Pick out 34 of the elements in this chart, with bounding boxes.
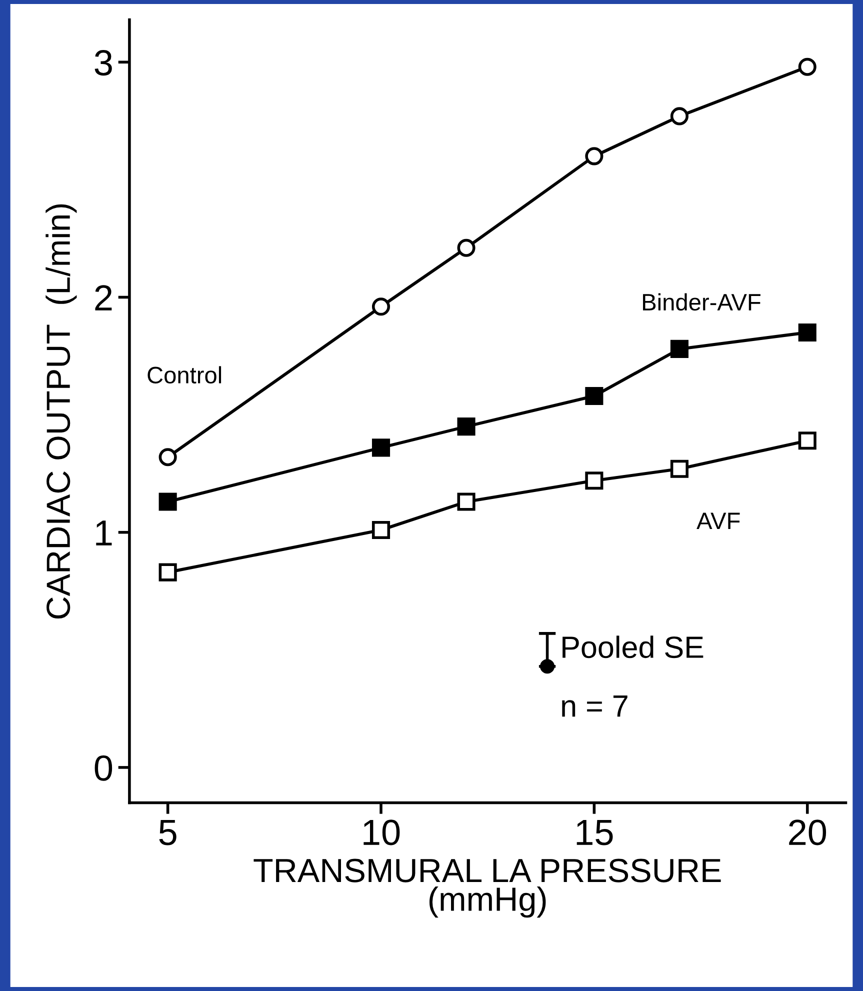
y-tick-label: 0 — [94, 755, 112, 781]
point — [585, 472, 604, 490]
series-label: AVF — [696, 512, 740, 530]
y-axis-title: CARDIAC OUTPUT (L/min) — [46, 204, 77, 619]
point — [457, 238, 476, 257]
x-tick-label: 20 — [789, 820, 826, 846]
x-tick-label: 10 — [364, 820, 400, 846]
y-tick-label: 2 — [95, 285, 112, 310]
point — [798, 323, 816, 342]
y-tick-label: 3 — [94, 50, 112, 76]
annotation: Pooled SE — [562, 636, 704, 658]
y-tick-label: 1 — [96, 520, 112, 546]
point — [158, 448, 177, 466]
point — [372, 298, 390, 316]
x-tick-label: 5 — [159, 820, 176, 846]
series-label: Binder-AVF — [643, 293, 760, 311]
point — [158, 492, 177, 511]
annotation: n = 7 — [562, 696, 628, 717]
point — [158, 563, 177, 582]
point — [457, 418, 476, 436]
point — [457, 492, 476, 511]
point — [798, 58, 816, 76]
x-axis-title: TRANSMURAL LA PRESSURE (mmHg) — [254, 858, 721, 918]
point — [798, 432, 816, 450]
series-label: Control — [148, 366, 222, 384]
point — [372, 438, 390, 457]
point — [585, 147, 604, 166]
point — [585, 386, 604, 406]
point — [670, 107, 688, 126]
point — [372, 520, 390, 540]
x-tick-label: 15 — [576, 820, 613, 846]
point — [670, 460, 688, 478]
point — [670, 340, 688, 358]
point — [540, 659, 555, 674]
